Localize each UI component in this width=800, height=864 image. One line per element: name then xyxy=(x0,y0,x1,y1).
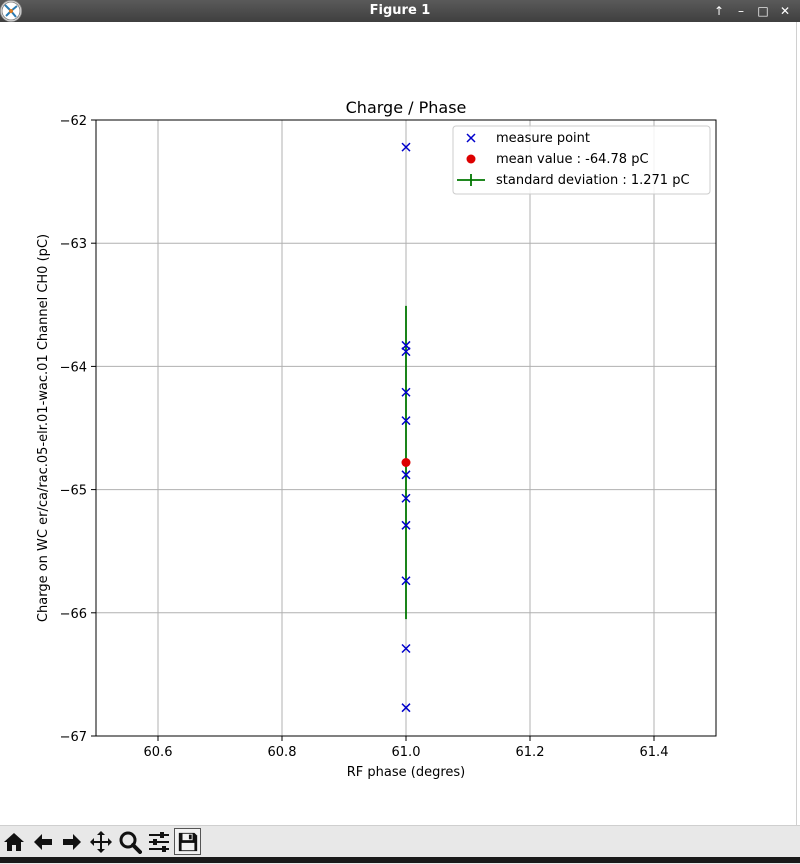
y-tick-label: −63 xyxy=(60,237,87,252)
legend-marker-measure-point xyxy=(466,133,476,143)
home-icon xyxy=(3,832,24,851)
mean-value-point xyxy=(401,457,411,467)
maximize-button[interactable]: □ xyxy=(757,4,769,18)
window-edge xyxy=(796,22,800,828)
y-axis-label: Charge on WC er/ca/rac.05-elr.01-wac.01 … xyxy=(36,234,51,622)
y-tick-label: −65 xyxy=(60,484,87,499)
back-button[interactable] xyxy=(29,828,56,855)
data-series xyxy=(401,142,411,713)
chart-title: Charge / Phase xyxy=(346,98,467,117)
close-button[interactable]: ✕ xyxy=(779,4,791,18)
measure-point xyxy=(401,470,411,480)
floppy-icon xyxy=(178,832,197,851)
x-axis-label: RF phase (degres) xyxy=(347,765,465,780)
measure-point xyxy=(401,347,411,357)
measure-point xyxy=(401,493,411,503)
magnifier-icon xyxy=(119,831,142,854)
legend-label: mean value : -64.78 pC xyxy=(496,152,649,167)
legend-marker-mean-value xyxy=(466,154,476,164)
pan-button[interactable] xyxy=(87,828,114,855)
forward-button[interactable] xyxy=(58,828,85,855)
y-tick-label: −64 xyxy=(60,360,87,375)
axis-ticks: 60.6 60.8 61.0 61.2 61.4 −62 −63 −64 −65 −66 −67 xyxy=(60,114,669,760)
home-button[interactable] xyxy=(0,828,27,855)
measure-point xyxy=(401,520,411,530)
measure-point xyxy=(401,703,411,713)
arrow-right-icon xyxy=(62,833,81,850)
legend-box xyxy=(452,125,711,195)
x-tick-label: 60.8 xyxy=(268,745,297,760)
status-strip xyxy=(0,857,800,863)
x-tick-label: 61.0 xyxy=(392,745,421,760)
plot-frame xyxy=(95,119,717,737)
x-tick-label: 60.6 xyxy=(144,745,173,760)
sliders-icon xyxy=(148,831,169,852)
x-tick-label: 61.2 xyxy=(516,745,545,760)
legend: measure point mean value : -64.78 pC stand… xyxy=(452,125,711,195)
move-icon xyxy=(89,830,112,853)
x-tick-label: 61.4 xyxy=(640,745,669,760)
app-icon[interactable] xyxy=(0,0,22,22)
measure-point xyxy=(401,387,411,397)
y-tick-label: −67 xyxy=(60,730,87,745)
window-titlebar[interactable]: Figure 1 ↑ – □ ✕ xyxy=(0,0,800,22)
zoom-button[interactable] xyxy=(116,828,143,855)
measure-point xyxy=(401,643,411,654)
window-title: Figure 1 xyxy=(369,3,431,18)
measure-point xyxy=(401,142,411,152)
minimize-button[interactable]: – xyxy=(738,4,744,18)
keep-above-button[interactable]: ↑ xyxy=(713,4,725,18)
y-tick-label: −66 xyxy=(60,607,87,622)
legend-label: measure point xyxy=(496,131,590,146)
measure-point xyxy=(401,416,411,426)
y-tick-label: −62 xyxy=(60,114,87,129)
configure-subplots-button[interactable] xyxy=(145,828,172,855)
arrow-left-icon xyxy=(33,833,52,850)
chart[interactable]: 60.6 60.8 61.0 61.2 61.4 −62 −63 −64 −65 −66 −67 C… xyxy=(0,22,796,825)
measure-point xyxy=(401,576,411,586)
save-button[interactable] xyxy=(174,828,201,855)
legend-label: standard deviation : 1.271 pC xyxy=(496,173,690,188)
